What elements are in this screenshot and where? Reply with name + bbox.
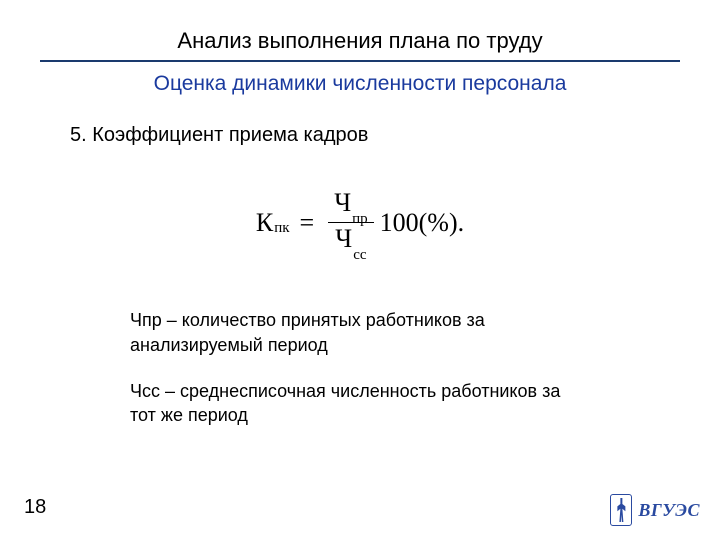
logo-text: ВГУЭС	[638, 500, 700, 521]
equals-sign: =	[300, 208, 315, 238]
logo: ВГУЭС	[610, 494, 700, 526]
definition-item: Чсс – среднесписочная численность работн…	[130, 379, 590, 428]
formula-block: Кпк = Чпр Чсс 100(%).	[40, 187, 680, 258]
section-heading: 5. Коэффициент приема кадров	[70, 124, 680, 147]
denominator-symbol: Ч	[335, 224, 352, 253]
denominator: Чсс	[329, 223, 372, 258]
definition-symbol: Чпр	[130, 310, 162, 330]
page-number: 18	[24, 496, 46, 518]
denominator-subscript: сс	[353, 247, 366, 263]
formula: Кпк = Чпр Чсс 100(%).	[256, 187, 464, 258]
numerator: Чпр	[328, 187, 373, 223]
definitions-block: Чпр – количество принятых работников за …	[130, 308, 590, 427]
definition-text: – количество принятых работников за анал…	[130, 310, 485, 354]
formula-lhs: Кпк	[256, 208, 290, 238]
lhs-subscript: пк	[274, 220, 289, 237]
logo-figure-icon	[616, 498, 626, 522]
page-title: Анализ выполнения плана по труду	[40, 28, 680, 54]
lhs-symbol: К	[256, 208, 273, 238]
page-subtitle: Оценка динамики численности персонала	[40, 72, 680, 96]
definition-symbol: Чсс	[130, 381, 160, 401]
definition-item: Чпр – количество принятых работников за …	[130, 308, 590, 357]
formula-tail: 100(%).	[380, 208, 464, 238]
numerator-symbol: Ч	[334, 188, 351, 217]
definition-text: – среднесписочная численность работников…	[130, 381, 560, 425]
logo-icon	[610, 494, 632, 526]
numerator-subscript: пр	[352, 211, 368, 227]
title-rule	[40, 60, 680, 62]
fraction: Чпр Чсс	[328, 187, 373, 258]
section-number: 5.	[70, 124, 87, 146]
section-title-text: Коэффициент приема кадров	[92, 124, 368, 146]
slide-container: Анализ выполнения плана по труду Оценка …	[0, 0, 720, 540]
